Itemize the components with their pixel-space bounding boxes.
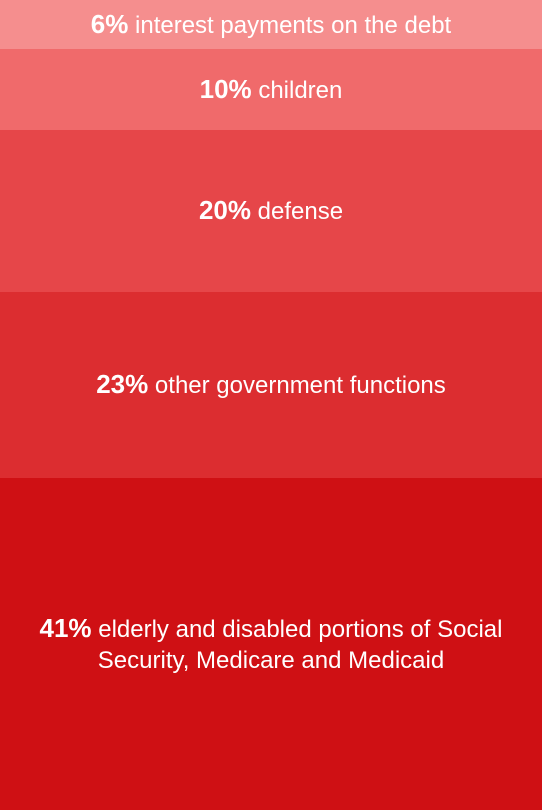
segment-percent: 6% bbox=[90, 8, 129, 39]
segment-bar: 10% children bbox=[0, 49, 542, 130]
segment-description: children bbox=[251, 76, 343, 104]
segment-description: elderly and disabled portions of Social … bbox=[91, 615, 503, 674]
segment-description: defense bbox=[250, 198, 344, 225]
segment-bar: 23% other government functions bbox=[0, 292, 542, 478]
segment-percent: 41% bbox=[39, 612, 92, 643]
segment-label: 6% interest payments on the debt bbox=[91, 9, 451, 41]
segment-description: interest payments on the debt bbox=[128, 11, 452, 39]
segment-label: 10% children bbox=[200, 74, 343, 106]
segment-label: 20% defense bbox=[199, 195, 343, 227]
segment-percent: 23% bbox=[96, 369, 149, 399]
segment-description: other government functions bbox=[148, 372, 446, 399]
segment-percent: 10% bbox=[199, 73, 252, 104]
segment-label: 41% elderly and disabled portions of Soc… bbox=[16, 613, 526, 676]
segment-percent: 20% bbox=[198, 195, 251, 225]
segment-bar: 6% interest payments on the debt bbox=[0, 0, 542, 49]
segment-bar: 20% defense bbox=[0, 130, 542, 292]
segment-bar: 41% elderly and disabled portions of Soc… bbox=[0, 478, 542, 810]
segment-label: 23% other government functions bbox=[96, 369, 446, 401]
